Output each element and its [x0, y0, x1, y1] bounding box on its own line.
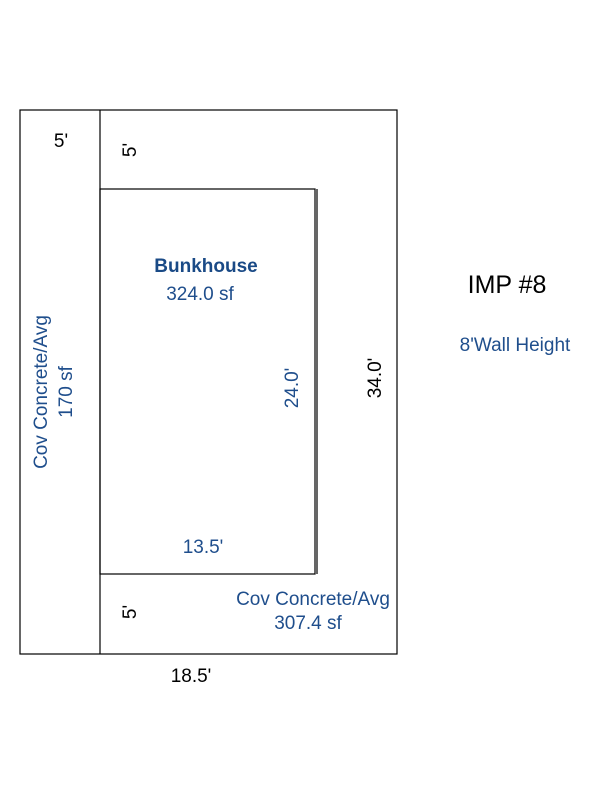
- left-porch-area: 170 sf: [56, 365, 77, 417]
- top-porch-depth-dim: 5': [120, 143, 141, 157]
- bunkhouse-outline: [99, 188, 316, 575]
- bunkhouse-area: 324.0 sf: [166, 284, 234, 305]
- overall-height-dim: 34.0': [365, 358, 386, 399]
- wall-height-note: 8'Wall Height: [460, 335, 571, 356]
- left-porch-label: Cov Concrete/Avg: [31, 315, 52, 469]
- bunkhouse-title: Bunkhouse: [154, 256, 257, 277]
- bunkhouse-width-dim: 13.5': [183, 537, 224, 558]
- left-porch-width-dim: 5': [54, 131, 68, 152]
- bottom-porch-depth-dim: 5': [120, 605, 141, 619]
- overall-width-dim: 18.5': [171, 666, 212, 687]
- improvement-id: IMP #8: [468, 271, 547, 299]
- wrap-porch-label: Cov Concrete/Avg: [236, 589, 390, 610]
- bunkhouse-height-dim: 24.0': [282, 368, 303, 409]
- wrap-porch-area: 307.4 sf: [274, 613, 342, 634]
- outer-boundary: [19, 109, 398, 655]
